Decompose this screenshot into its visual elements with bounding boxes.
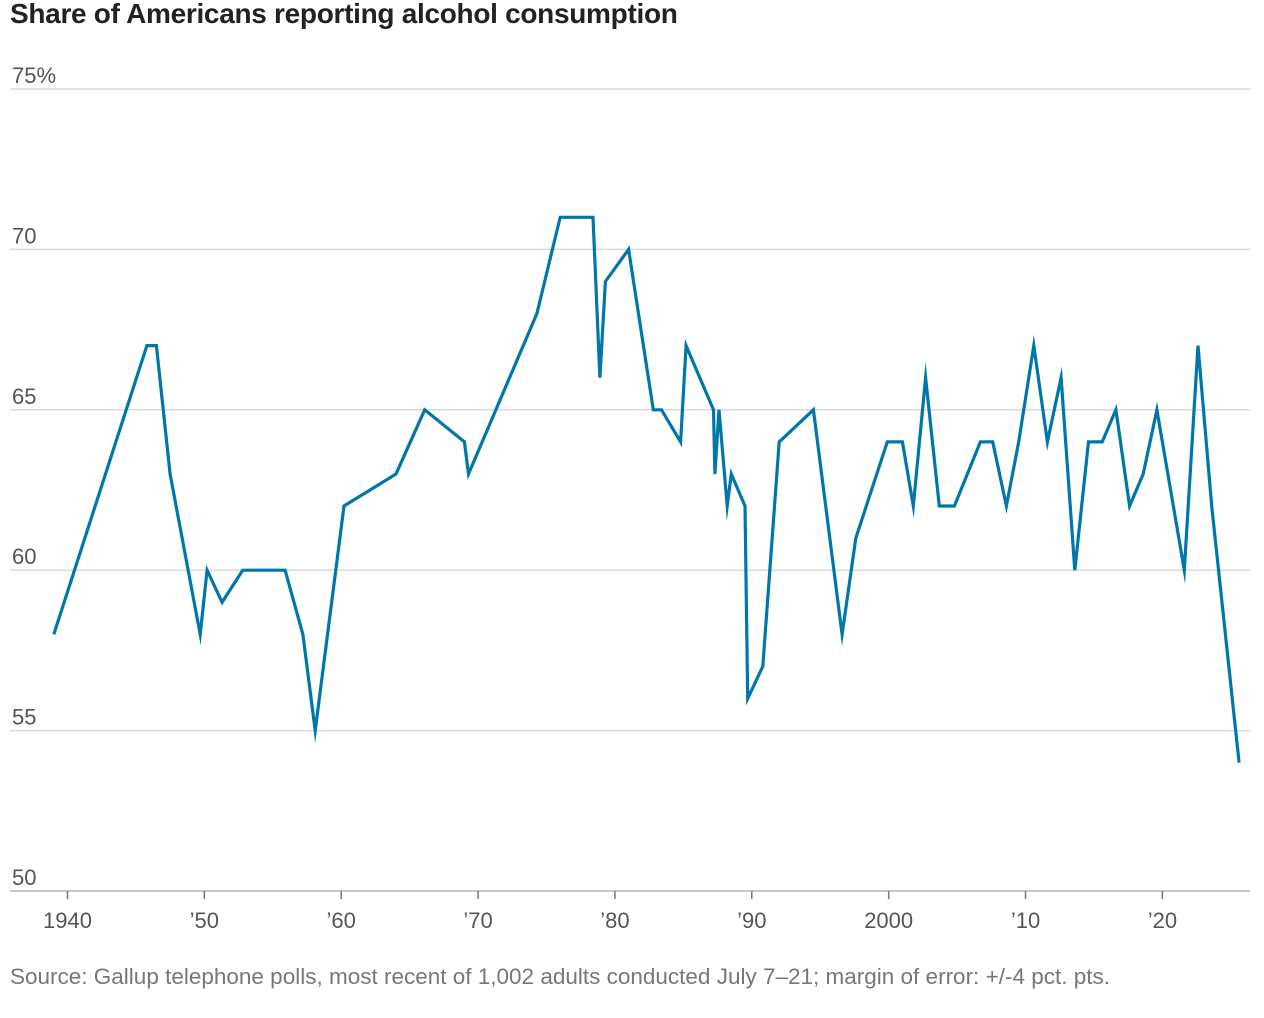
series-lines — [52, 215, 1241, 763]
x-tick-label: 2000 — [864, 908, 913, 933]
line-chart: 75% 70 65 60 55 50 1940 ’50 ’60 ’70 ’80 ’90 2000 ’10… — [10, 63, 1250, 933]
chart-title: Share of Americans reporting alcohol con… — [10, 0, 678, 29]
y-tick-label: 60 — [12, 544, 36, 569]
y-tick-label: 55 — [12, 705, 36, 730]
x-tick-label: ’20 — [1148, 908, 1177, 933]
x-tick-label: ’70 — [463, 908, 492, 933]
source-note: Source: Gallup telephone polls, most rec… — [10, 964, 1110, 989]
y-tick-label: 70 — [12, 223, 36, 248]
series-line-0 — [52, 215, 1241, 763]
x-axis: 1940 ’50 ’60 ’70 ’80 ’90 2000 ’10 ’20 — [10, 890, 1250, 933]
y-axis-tick-labels: 75% 70 65 60 55 50 — [12, 63, 56, 890]
y-tick-label: 65 — [12, 384, 36, 409]
x-tick-label: ’10 — [1011, 908, 1040, 933]
y-tick-label: 75% — [12, 63, 56, 88]
gridlines — [10, 88, 1250, 732]
x-tick-label: 1940 — [43, 908, 92, 933]
y-tick-label: 50 — [12, 865, 36, 890]
x-tick-label: ’60 — [327, 908, 356, 933]
x-tick-label: ’50 — [190, 908, 219, 933]
x-tick-label: ’80 — [600, 908, 629, 933]
x-tick-label: ’90 — [737, 908, 766, 933]
